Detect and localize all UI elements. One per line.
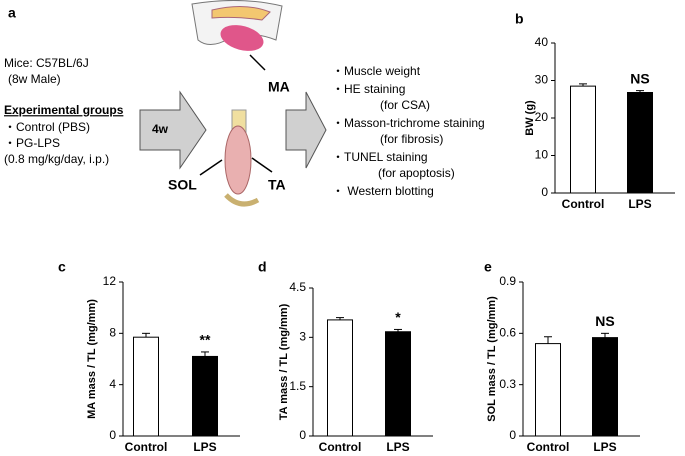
age-text: (8w Male) [8,72,61,86]
analysis-text: (for CSA) [380,98,430,112]
y-tick-label: 3 [299,330,306,344]
y-tick-label: 12 [103,274,117,288]
pointer [199,159,223,176]
y-tick-label: 0 [109,428,116,442]
tooth [211,6,271,21]
arrow [139,90,207,170]
annotation: NS [595,313,614,329]
analysis-text: ・ Western blotting [332,184,434,198]
x-tick-label: LPS [628,197,651,211]
x-tick-label: LPS [593,440,616,454]
y-tick-label: 1.5 [289,379,306,393]
y-tick-label: 4.5 [289,280,306,294]
leg-muscle [224,125,252,195]
y-tick-label: 0 [541,185,548,199]
bar [592,337,618,437]
panel-label: a [8,5,16,21]
analysis-text: ・HE staining [332,82,405,96]
bar [535,343,561,437]
y-tick-label: 20 [535,110,549,124]
y-tick-label: 8 [109,326,116,340]
muscle-label: MA [268,79,290,95]
group-text: (0.8 mg/kg/day, i.p.) [4,152,109,166]
analysis-text: ・Muscle weight [332,64,421,78]
annotation: * [395,309,401,325]
analysis-text: ・TUNEL staining [332,150,428,164]
x-tick-label: LPS [193,440,216,454]
panel-label: d [258,259,267,275]
x-tick-label: Control [562,197,605,211]
panel-label: e [484,259,492,275]
x-tick-label: Control [527,440,570,454]
x-tick-label: Control [125,440,168,454]
y-tick-label: 30 [535,73,549,87]
y-axis-label: SOL mass / TL (mg/mm) [486,296,498,422]
arrow [285,91,327,169]
y-axis-label: TA mass / TL (mg/mm) [278,303,290,420]
bar [327,319,353,437]
masseter [220,25,264,51]
pointer [249,54,266,71]
x-tick-label: LPS [386,440,409,454]
pointer [251,157,273,173]
bar [133,336,159,437]
group-text: ・PG-LPS [4,136,60,150]
analysis-text: (for fibrosis) [380,132,443,146]
x-tick-label: Control [319,440,362,454]
analysis-text: (for apoptosis) [378,166,455,180]
y-tick-label: 0.9 [499,274,516,288]
annotation: NS [630,70,649,86]
panel-label: c [58,259,66,275]
group-text: ・Control (PBS) [4,120,90,134]
bar [570,85,596,194]
duration: 4w [152,122,169,136]
muscle-label: TA [268,177,286,193]
foot [224,193,260,207]
y-tick-label: 4 [109,377,116,391]
groups-title: Experimental groups [4,103,124,117]
panel-label: b [515,11,524,27]
y-tick-label: 40 [535,35,549,49]
y-tick-label: 0 [299,428,306,442]
annotation: ** [200,332,211,348]
y-axis-label: BW (g) [524,100,536,136]
muscle-label: SOL [168,177,197,193]
y-tick-label: 0.3 [499,377,516,391]
bar [192,355,218,437]
analysis-text: ・Masson-trichrome staining [332,116,485,130]
y-tick-label: 0.6 [499,326,516,340]
mouse-text: Mice: C57BL/6J [4,56,89,70]
y-axis-label: MA mass / TL (mg/mm) [86,299,98,419]
y-tick-label: 10 [535,148,549,162]
bar [627,92,653,194]
bar [385,331,411,437]
y-tick-label: 0 [509,428,516,442]
